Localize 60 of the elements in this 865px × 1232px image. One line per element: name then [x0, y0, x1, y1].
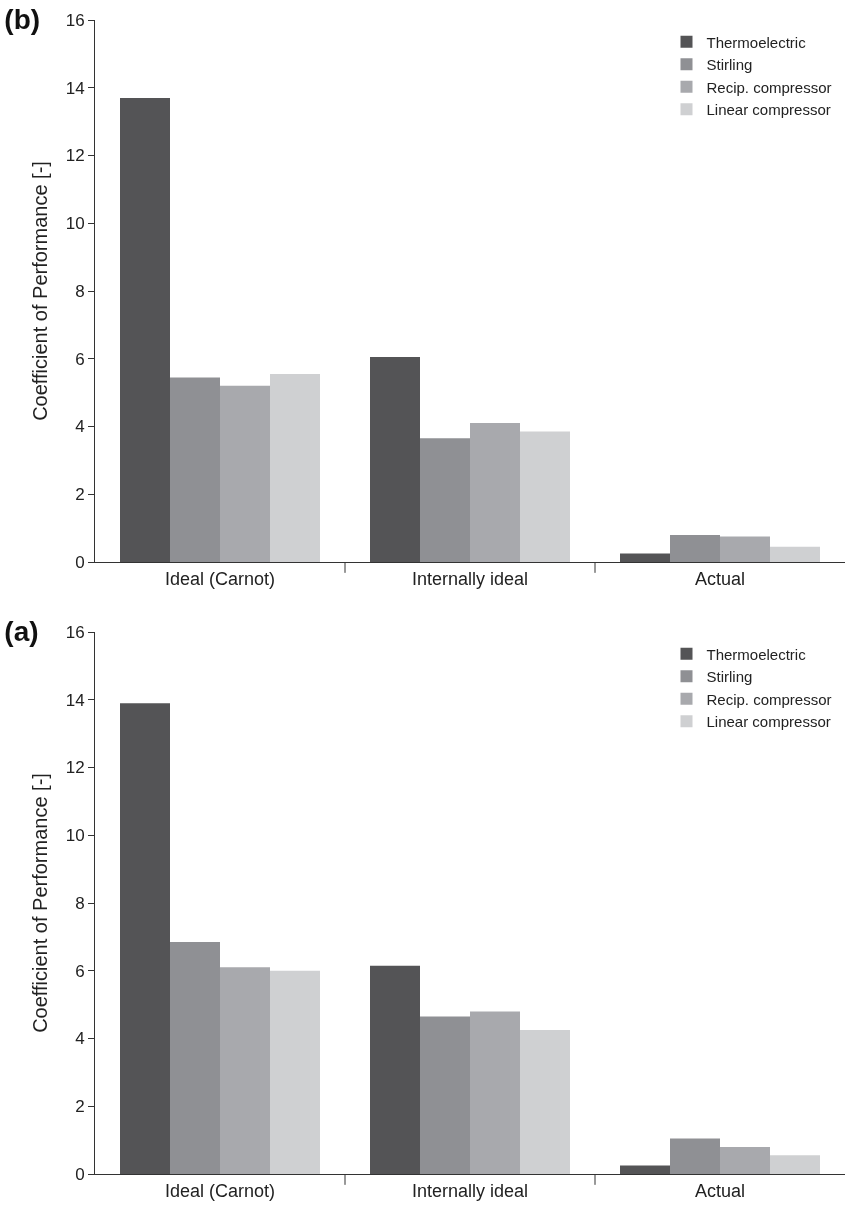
y-axis-title: Coefficient of Performance [-] — [29, 773, 52, 1033]
y-tick-label: 8 — [75, 281, 85, 301]
y-tick-label: 0 — [75, 552, 85, 572]
bar — [520, 431, 570, 562]
legend-label: Recip. compressor — [706, 78, 832, 96]
x-tick-label: Ideal (Carnot) — [164, 568, 276, 589]
bar — [120, 703, 170, 1174]
bar — [470, 1011, 520, 1174]
y-tick-label: 14 — [65, 690, 85, 710]
y-tick-label: 16 — [65, 622, 85, 642]
legend-label: Recip. compressor — [706, 690, 832, 708]
x-tick-label: Actual — [694, 1180, 746, 1201]
legend-label: Linear compressor — [706, 101, 831, 119]
bar — [670, 1138, 720, 1174]
bar — [170, 941, 220, 1174]
bar — [220, 967, 270, 1174]
bar — [420, 1016, 470, 1174]
bar — [170, 377, 220, 562]
y-tick-label: 12 — [65, 758, 85, 778]
bar — [720, 1146, 770, 1174]
y-tick-label: 12 — [65, 146, 85, 166]
legend-label: Linear compressor — [706, 713, 831, 731]
x-tick-label: Internally ideal — [411, 1180, 529, 1201]
x-tick-label: Internally ideal — [411, 568, 529, 589]
bar — [370, 357, 420, 562]
chart-title: (a) — [4, 615, 39, 647]
bar — [720, 536, 770, 562]
bar — [270, 970, 320, 1174]
x-tick-label: Actual — [694, 568, 746, 589]
bar — [520, 1030, 570, 1174]
legend-label: Thermoelectric — [706, 645, 807, 663]
bar — [770, 1155, 820, 1174]
bar — [620, 553, 670, 562]
bar — [470, 423, 520, 562]
y-tick-label: 4 — [75, 1029, 85, 1049]
y-tick-label: 0 — [75, 1164, 85, 1184]
y-tick-label: 2 — [75, 1097, 85, 1117]
bar — [670, 534, 720, 562]
y-tick-label: 8 — [75, 893, 85, 913]
chart-title: (b) — [4, 3, 41, 35]
bar — [420, 438, 470, 562]
bar — [370, 965, 420, 1174]
y-axis-title: Coefficient of Performance [-] — [29, 161, 52, 421]
y-tick-label: 14 — [65, 78, 85, 98]
bar — [220, 385, 270, 562]
bar — [770, 546, 820, 562]
y-tick-label: 10 — [65, 214, 85, 234]
y-tick-label: 2 — [75, 485, 85, 505]
bar — [270, 373, 320, 562]
x-tick-label: Ideal (Carnot) — [164, 1180, 276, 1201]
legend-label: Thermoelectric — [706, 33, 807, 51]
legend-label: Stirling — [706, 668, 753, 686]
legend-label: Stirling — [706, 56, 753, 74]
y-tick-label: 4 — [75, 417, 85, 437]
bar — [120, 97, 170, 562]
bar — [620, 1165, 670, 1174]
y-tick-label: 10 — [65, 826, 85, 846]
y-tick-label: 16 — [65, 10, 85, 30]
y-tick-label: 6 — [75, 349, 85, 369]
y-tick-label: 6 — [75, 961, 85, 981]
